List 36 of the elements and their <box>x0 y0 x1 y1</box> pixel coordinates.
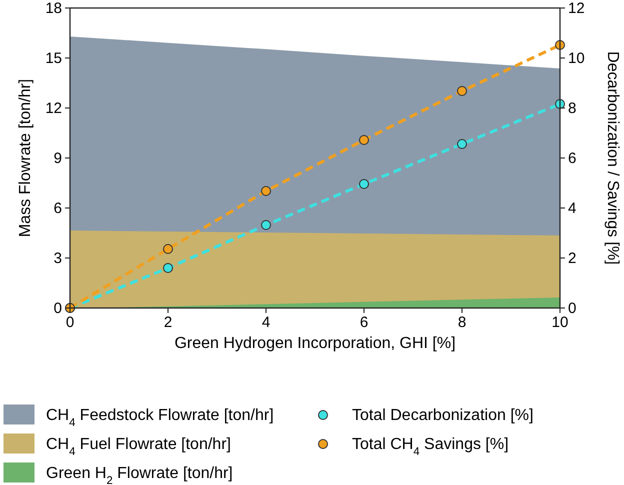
y-tick-label: 18 <box>45 0 62 17</box>
legend-label: CH$_{4}$ Feedstock Flowrate [ton/hr] <box>46 407 274 429</box>
legend-label: Total CH$_{4}$ Savings [%] <box>352 436 509 458</box>
y2-tick-label: 2 <box>568 250 576 267</box>
legend-label: Total Decarbonization [%] <box>352 407 534 424</box>
y-tick-label: 9 <box>54 150 62 167</box>
y-tick-label: 12 <box>45 100 62 117</box>
y-tick-label: 6 <box>54 200 62 217</box>
x-tick-label: 8 <box>458 314 466 331</box>
point <box>457 86 467 96</box>
y2-tick-label: 12 <box>568 0 585 17</box>
x-tick-label: 2 <box>164 314 172 331</box>
y2-tick-label: 0 <box>568 300 576 317</box>
point <box>457 139 467 149</box>
point <box>163 244 173 254</box>
legend-label: Green H$_{2}$ Flowrate [ton/hr] <box>46 465 233 485</box>
point <box>359 179 369 189</box>
y2-tick-label: 6 <box>568 150 576 167</box>
x-tick-label: 4 <box>262 314 270 331</box>
x-tick-label: 10 <box>552 314 568 331</box>
y2-tick-label: 8 <box>568 100 576 117</box>
y-tick-label: 0 <box>54 300 62 317</box>
y-tick-label: 15 <box>45 50 62 67</box>
y2-axis-title: Decarbonization / Savings [%] <box>604 51 621 265</box>
legend-label: CH$_{4}$ Fuel Flowrate [ton/hr] <box>46 436 231 458</box>
point <box>261 220 271 230</box>
point <box>163 263 173 273</box>
point <box>261 186 271 196</box>
y2-tick-label: 10 <box>568 50 585 67</box>
y-tick-label: 3 <box>54 250 62 267</box>
x-tick-label: 0 <box>66 314 74 331</box>
point <box>359 135 369 145</box>
x-tick-label: 6 <box>360 314 368 331</box>
y-axis-title: Mass Flowrate [ton/hr] <box>17 78 34 238</box>
x-axis-title: Green Hydrogen Incorporation, GHI [%] <box>174 335 456 352</box>
y2-tick-label: 4 <box>568 200 576 217</box>
